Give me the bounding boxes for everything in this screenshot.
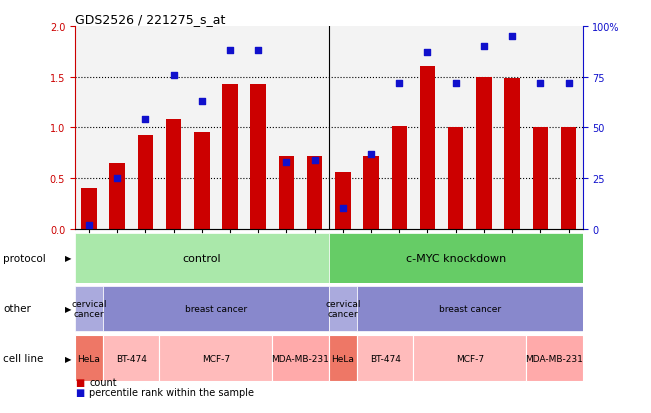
Bar <box>216 27 244 229</box>
Text: BT-474: BT-474 <box>370 354 400 363</box>
Bar <box>103 335 159 381</box>
Bar <box>103 27 132 229</box>
Text: cell line: cell line <box>3 353 44 363</box>
Bar <box>329 335 357 381</box>
Bar <box>561 128 576 229</box>
Text: percentile rank within the sample: percentile rank within the sample <box>89 387 254 397</box>
Text: BT-474: BT-474 <box>116 354 146 363</box>
Bar <box>505 78 520 229</box>
Bar <box>448 128 464 229</box>
Bar <box>279 157 294 229</box>
Text: breast cancer: breast cancer <box>185 304 247 313</box>
Point <box>140 116 150 123</box>
Bar <box>244 27 272 229</box>
Bar <box>272 335 329 381</box>
Text: other: other <box>3 304 31 314</box>
Text: MCF-7: MCF-7 <box>202 354 230 363</box>
Point <box>366 151 376 158</box>
Bar <box>159 335 272 381</box>
Point <box>478 44 489 50</box>
Bar <box>301 27 329 229</box>
Bar <box>75 286 103 332</box>
Bar <box>357 335 413 381</box>
Text: breast cancer: breast cancer <box>439 304 501 313</box>
Point <box>309 157 320 164</box>
Bar <box>476 77 492 229</box>
Bar <box>363 157 379 229</box>
Point <box>422 50 433 57</box>
Text: ▶: ▶ <box>65 254 72 263</box>
Bar <box>75 335 103 381</box>
Bar <box>385 27 413 229</box>
Bar <box>109 164 125 229</box>
Point <box>225 48 235 55</box>
Bar <box>329 286 357 332</box>
Bar <box>307 157 322 229</box>
Bar <box>103 286 329 332</box>
Bar <box>357 286 583 332</box>
Bar <box>413 27 441 229</box>
Text: MDA-MB-231: MDA-MB-231 <box>271 354 329 363</box>
Point <box>450 80 461 87</box>
Bar <box>357 27 385 229</box>
Bar <box>441 27 470 229</box>
Text: ▶: ▶ <box>65 304 72 313</box>
Bar <box>335 173 351 229</box>
Point <box>338 206 348 212</box>
Text: MDA-MB-231: MDA-MB-231 <box>525 354 583 363</box>
Text: cervical
cancer: cervical cancer <box>71 299 107 318</box>
Point <box>563 80 574 87</box>
Bar <box>75 27 103 229</box>
Bar <box>470 27 498 229</box>
Bar <box>159 27 187 229</box>
Point <box>84 222 94 228</box>
Text: control: control <box>182 253 221 263</box>
Bar <box>166 120 182 229</box>
Bar <box>272 27 301 229</box>
Bar <box>498 27 526 229</box>
Point <box>197 98 207 105</box>
Bar <box>555 27 583 229</box>
Bar <box>413 335 526 381</box>
Text: ■: ■ <box>75 387 84 397</box>
Text: MCF-7: MCF-7 <box>456 354 484 363</box>
Bar <box>526 27 555 229</box>
Bar <box>75 233 329 283</box>
Text: count: count <box>89 377 117 387</box>
Text: HeLa: HeLa <box>331 354 354 363</box>
Point <box>507 33 518 40</box>
Point <box>169 72 179 79</box>
Bar <box>187 27 216 229</box>
Bar <box>251 85 266 229</box>
Bar <box>420 67 436 229</box>
Bar <box>329 233 583 283</box>
Bar <box>533 128 548 229</box>
Text: GDS2526 / 221275_s_at: GDS2526 / 221275_s_at <box>75 13 225 26</box>
Bar <box>81 189 97 229</box>
Bar <box>137 136 153 229</box>
Bar <box>132 27 159 229</box>
Bar <box>222 85 238 229</box>
Text: ▶: ▶ <box>65 354 72 363</box>
Bar <box>391 127 407 229</box>
Bar <box>526 335 583 381</box>
Bar <box>329 27 357 229</box>
Text: protocol: protocol <box>3 253 46 263</box>
Point <box>253 48 264 55</box>
Text: ■: ■ <box>75 377 84 387</box>
Text: cervical
cancer: cervical cancer <box>325 299 361 318</box>
Text: c-MYC knockdown: c-MYC knockdown <box>406 253 506 263</box>
Point <box>394 80 404 87</box>
Text: HeLa: HeLa <box>77 354 100 363</box>
Point <box>112 175 122 182</box>
Bar <box>194 133 210 229</box>
Point <box>281 159 292 166</box>
Point <box>535 80 546 87</box>
